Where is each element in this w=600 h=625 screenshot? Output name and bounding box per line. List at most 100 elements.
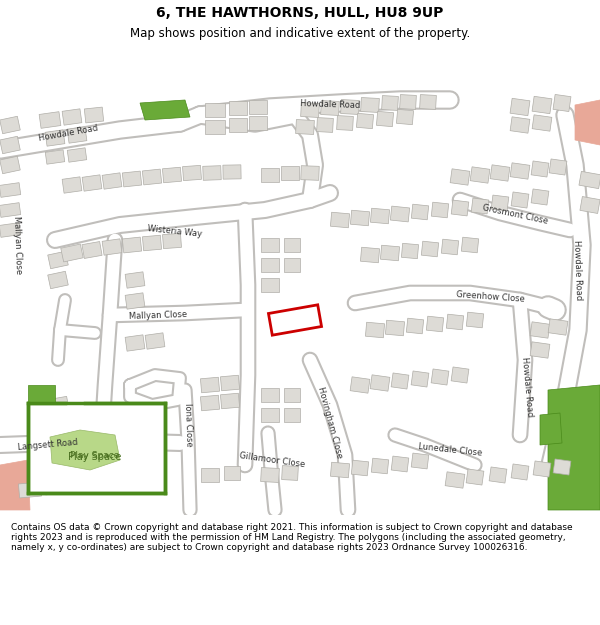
Polygon shape xyxy=(61,244,83,262)
Polygon shape xyxy=(352,460,368,476)
Polygon shape xyxy=(466,312,484,328)
Polygon shape xyxy=(67,148,87,162)
Polygon shape xyxy=(145,333,165,349)
Polygon shape xyxy=(411,453,429,469)
Text: Howdale Road: Howdale Road xyxy=(572,240,584,300)
Polygon shape xyxy=(331,213,350,228)
Polygon shape xyxy=(85,107,104,123)
Text: Howdale Road: Howdale Road xyxy=(300,99,360,111)
Polygon shape xyxy=(365,322,385,338)
Polygon shape xyxy=(62,177,82,193)
Polygon shape xyxy=(122,237,142,253)
Polygon shape xyxy=(411,371,429,387)
Polygon shape xyxy=(461,238,479,252)
Polygon shape xyxy=(229,118,247,132)
Polygon shape xyxy=(102,239,122,255)
Text: Play Space: Play Space xyxy=(70,451,119,459)
Polygon shape xyxy=(510,117,530,133)
Polygon shape xyxy=(182,166,202,181)
Polygon shape xyxy=(39,112,61,128)
Polygon shape xyxy=(261,168,279,182)
Polygon shape xyxy=(376,111,394,127)
Polygon shape xyxy=(284,408,300,422)
Polygon shape xyxy=(0,116,20,134)
Polygon shape xyxy=(261,238,279,252)
Polygon shape xyxy=(397,109,413,124)
Text: Greenhow Close: Greenhow Close xyxy=(455,290,524,304)
Polygon shape xyxy=(401,243,419,259)
Polygon shape xyxy=(548,319,568,335)
Polygon shape xyxy=(511,192,529,208)
Polygon shape xyxy=(201,468,219,482)
Polygon shape xyxy=(391,373,409,389)
Polygon shape xyxy=(491,195,509,211)
Polygon shape xyxy=(380,245,400,261)
Polygon shape xyxy=(200,378,220,392)
Polygon shape xyxy=(341,99,359,114)
Polygon shape xyxy=(391,456,409,472)
Polygon shape xyxy=(370,375,390,391)
Polygon shape xyxy=(391,206,410,222)
Text: Grosmont Close: Grosmont Close xyxy=(481,204,548,226)
Polygon shape xyxy=(28,403,165,493)
Polygon shape xyxy=(301,102,319,118)
Polygon shape xyxy=(140,100,190,120)
Polygon shape xyxy=(0,156,20,174)
Polygon shape xyxy=(361,248,380,262)
Polygon shape xyxy=(163,233,181,249)
Polygon shape xyxy=(281,166,299,180)
Polygon shape xyxy=(62,109,82,125)
Polygon shape xyxy=(0,136,20,154)
Polygon shape xyxy=(548,385,600,510)
Polygon shape xyxy=(530,342,550,358)
Polygon shape xyxy=(229,101,247,115)
Polygon shape xyxy=(284,388,300,402)
Polygon shape xyxy=(296,119,314,134)
Polygon shape xyxy=(427,316,443,332)
Polygon shape xyxy=(0,460,30,510)
Polygon shape xyxy=(431,202,449,217)
Polygon shape xyxy=(125,293,145,309)
Polygon shape xyxy=(490,165,510,181)
Polygon shape xyxy=(575,100,600,145)
Polygon shape xyxy=(67,477,89,493)
Polygon shape xyxy=(249,100,267,114)
Polygon shape xyxy=(530,322,550,338)
Polygon shape xyxy=(125,335,145,351)
Polygon shape xyxy=(220,393,239,409)
Polygon shape xyxy=(419,94,436,109)
Polygon shape xyxy=(50,430,120,470)
Polygon shape xyxy=(451,367,469,383)
Polygon shape xyxy=(48,251,68,269)
Polygon shape xyxy=(47,461,68,477)
Text: Wisteria Way: Wisteria Way xyxy=(147,224,203,238)
Polygon shape xyxy=(431,369,449,385)
Polygon shape xyxy=(142,235,161,251)
Polygon shape xyxy=(532,96,552,114)
Polygon shape xyxy=(284,258,300,272)
Text: Hovingham Close: Hovingham Close xyxy=(316,386,344,460)
Polygon shape xyxy=(260,468,280,482)
Polygon shape xyxy=(533,461,551,477)
Polygon shape xyxy=(385,320,404,336)
Polygon shape xyxy=(0,222,21,238)
Polygon shape xyxy=(47,419,69,436)
Text: Mallyan Close: Mallyan Close xyxy=(129,309,187,321)
Polygon shape xyxy=(44,479,65,495)
Polygon shape xyxy=(284,238,300,252)
Polygon shape xyxy=(0,202,21,217)
Polygon shape xyxy=(0,182,21,198)
Polygon shape xyxy=(510,98,530,116)
Polygon shape xyxy=(531,189,549,205)
Text: Lunedale Close: Lunedale Close xyxy=(418,442,482,458)
Polygon shape xyxy=(400,94,416,109)
Polygon shape xyxy=(356,113,374,129)
Polygon shape xyxy=(203,166,221,180)
Polygon shape xyxy=(45,150,65,164)
Polygon shape xyxy=(82,175,102,191)
Polygon shape xyxy=(261,408,279,422)
Polygon shape xyxy=(249,116,267,130)
Polygon shape xyxy=(91,476,109,491)
Polygon shape xyxy=(466,469,484,485)
Polygon shape xyxy=(67,127,87,143)
